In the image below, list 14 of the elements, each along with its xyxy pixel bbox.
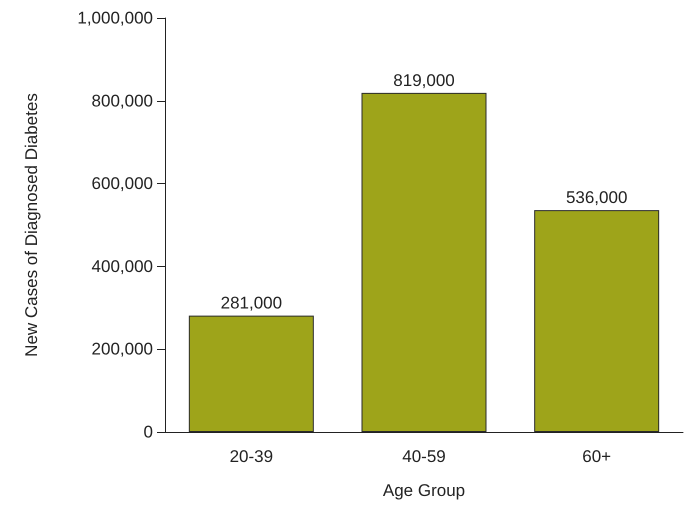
y-tick-label: 400,000 <box>92 256 153 276</box>
y-tick-label: 0 <box>144 422 153 442</box>
data-label: 536,000 <box>566 188 628 208</box>
x-tick-label: 60+ <box>582 447 612 466</box>
y-tick-label: 800,000 <box>92 91 153 110</box>
y-tick-label: 600,000 <box>92 174 153 194</box>
x-tick-label: 20-39 <box>230 447 274 466</box>
y-axis-title: New Cases of Diagnosed Diabetes <box>22 93 41 357</box>
x-tick-label: 40-59 <box>402 447 446 466</box>
y-tick-label: 200,000 <box>92 340 153 359</box>
y-tick-label: 1,000,000 <box>77 8 153 28</box>
x-axis-title: Age Group <box>382 481 466 500</box>
data-label: 819,000 <box>393 70 455 90</box>
data-label: 281,000 <box>220 294 282 313</box>
